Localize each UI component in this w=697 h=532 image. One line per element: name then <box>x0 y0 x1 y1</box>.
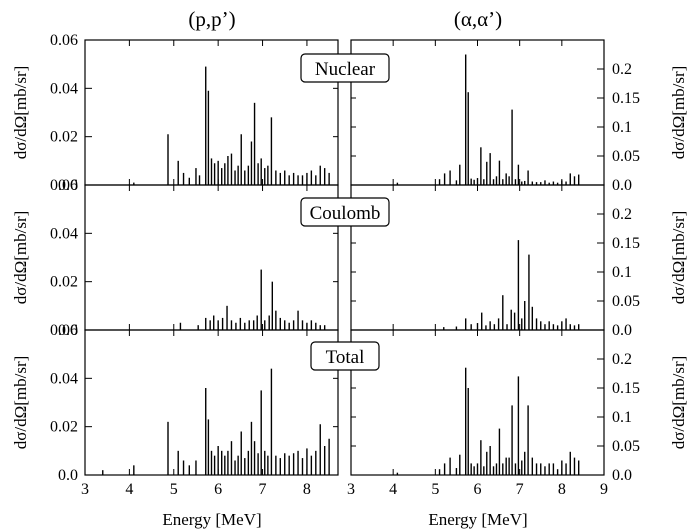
x-tick-label: 5 <box>431 481 439 498</box>
column-title-left: (p,p’) <box>188 7 235 31</box>
y-axis-label-right: dσ/dΩ[mb/sr] <box>669 66 688 160</box>
y-tick-label: 0.1 <box>612 409 632 426</box>
axis-ticks <box>84 39 605 476</box>
x-tick-label: 6 <box>474 481 482 498</box>
x-tick-label: 8 <box>303 481 311 498</box>
y-axis-label-left: dσ/dΩ[mb/sr] <box>11 211 30 305</box>
row-label-text: Nuclear <box>315 59 376 80</box>
y-tick-label: 0.06 <box>50 32 78 49</box>
y-tick-label: 0.02 <box>50 419 78 436</box>
y-tick-label: 0.06 <box>50 177 78 194</box>
axis-tick-labels: 0.00.020.040.060.00.020.040.060.00.020.0… <box>50 32 640 498</box>
y-tick-label: 0.05 <box>612 148 640 165</box>
row-label-coulomb: Coulomb <box>300 197 390 227</box>
x-tick-label: 3 <box>81 481 89 498</box>
y-tick-label: 0.0 <box>612 322 632 339</box>
x-tick-label: 3 <box>347 481 355 498</box>
x-tick-label: 6 <box>214 481 222 498</box>
y-tick-label: 0.2 <box>612 61 632 78</box>
x-tick-label: 4 <box>389 481 397 498</box>
x-tick-label: 5 <box>170 481 178 498</box>
y-tick-label: 0.0 <box>58 322 78 339</box>
x-tick-label: 9 <box>600 481 608 498</box>
y-tick-label: 0.0 <box>612 177 632 194</box>
x-tick-label: 4 <box>125 481 133 498</box>
panel-frames <box>84 39 605 476</box>
y-axis-labels-left: dσ/dΩ[mb/sr] dσ/dΩ[mb/sr] dσ/dΩ[mb/sr] <box>11 66 30 450</box>
y-tick-label: 0.15 <box>612 90 640 107</box>
x-axis-label-right: Energy [MeV] <box>428 510 527 529</box>
y-tick-label: 0.1 <box>612 119 632 136</box>
row-label-text: Total <box>326 347 365 368</box>
y-tick-label: 0.0 <box>58 177 78 194</box>
y-tick-label: 0.06 <box>50 322 78 339</box>
y-axis-label-right: dσ/dΩ[mb/sr] <box>669 211 688 305</box>
y-tick-label: 0.04 <box>50 225 78 242</box>
x-axis-label-left: Energy [MeV] <box>162 510 261 529</box>
x-tick-label: 7 <box>516 481 524 498</box>
spectrum-bars <box>102 54 580 475</box>
y-axis-label-right: dσ/dΩ[mb/sr] <box>669 356 688 450</box>
x-tick-label: 7 <box>259 481 267 498</box>
y-tick-label: 0.04 <box>50 370 78 387</box>
row-label-box <box>310 341 380 371</box>
row-labels: Nuclear Coulomb Total <box>300 53 390 371</box>
y-tick-label: 0.2 <box>612 206 632 223</box>
y-tick-label: 0.0 <box>58 467 78 484</box>
y-tick-label: 0.15 <box>612 380 640 397</box>
panel-frame-a_total <box>350 329 605 476</box>
row-label-nuclear: Nuclear <box>300 53 390 83</box>
row-label-text: Coulomb <box>310 203 381 224</box>
y-tick-label: 0.15 <box>612 235 640 252</box>
panel-frame-p_coulomb <box>84 184 339 331</box>
y-tick-label: 0.04 <box>50 80 78 97</box>
y-tick-label: 0.05 <box>612 438 640 455</box>
column-title-right: (α,α’) <box>454 7 502 31</box>
x-tick-label: 8 <box>558 481 566 498</box>
y-axis-label-left: dσ/dΩ[mb/sr] <box>11 356 30 450</box>
row-label-box <box>300 197 390 227</box>
y-axis-labels-right: dσ/dΩ[mb/sr] dσ/dΩ[mb/sr] dσ/dΩ[mb/sr] <box>669 66 688 450</box>
y-tick-label: 0.1 <box>612 264 632 281</box>
row-label-total: Total <box>310 341 380 371</box>
y-tick-label: 0.05 <box>612 293 640 310</box>
y-tick-label: 0.2 <box>612 351 632 368</box>
y-tick-label: 0.0 <box>612 467 632 484</box>
y-axis-label-left: dσ/dΩ[mb/sr] <box>11 66 30 160</box>
y-tick-label: 0.02 <box>50 274 78 291</box>
row-label-box <box>300 53 390 83</box>
y-tick-label: 0.02 <box>50 129 78 146</box>
